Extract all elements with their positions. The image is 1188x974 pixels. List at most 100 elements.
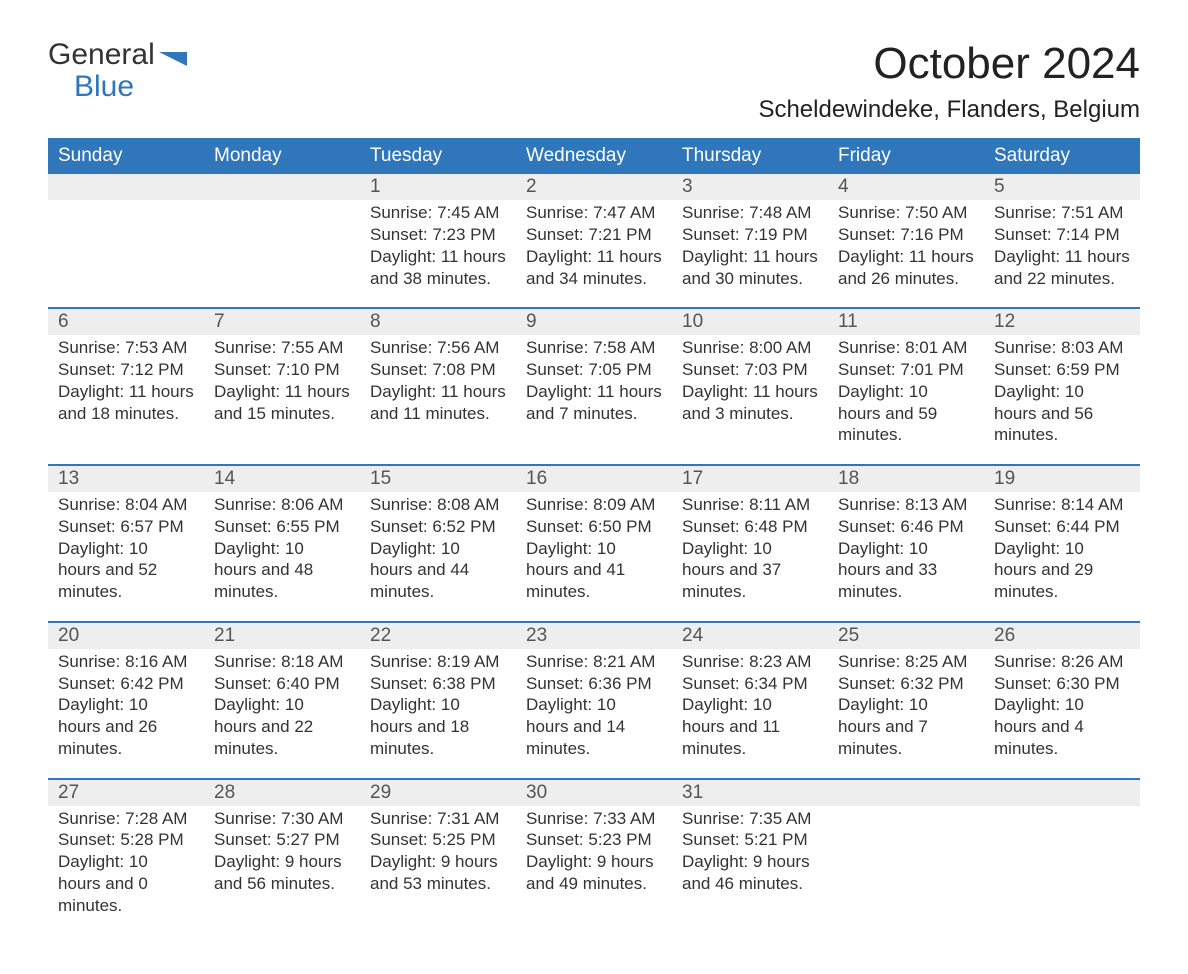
sunrise-line: Sunrise: 8:11 AM — [682, 494, 818, 516]
sunrise-line: Sunrise: 8:23 AM — [682, 651, 818, 673]
sunrise-line: Sunrise: 8:16 AM — [58, 651, 194, 673]
day-of-week-cell: Tuesday — [360, 138, 516, 174]
sunset-line: Sunset: 7:23 PM — [370, 224, 506, 246]
day-number — [204, 174, 360, 200]
day-cell: Sunrise: 8:00 AMSunset: 7:03 PMDaylight:… — [672, 335, 828, 464]
sunrise-line: Sunrise: 8:01 AM — [838, 337, 974, 359]
day-cell: Sunrise: 8:08 AMSunset: 6:52 PMDaylight:… — [360, 492, 516, 621]
sunrise-line: Sunrise: 7:28 AM — [58, 808, 194, 830]
day-number: 2 — [516, 174, 672, 200]
page-title: October 2024 — [758, 40, 1140, 88]
daylight-line: Daylight: 10 hours and 4 minutes. — [994, 694, 1130, 759]
daylight-line: Daylight: 9 hours and 53 minutes. — [370, 851, 506, 895]
daylight-line: Daylight: 11 hours and 22 minutes. — [994, 246, 1130, 290]
sunrise-line: Sunrise: 7:48 AM — [682, 202, 818, 224]
daylight-line: Daylight: 10 hours and 52 minutes. — [58, 538, 194, 603]
sunset-line: Sunset: 7:03 PM — [682, 359, 818, 381]
day-cell: Sunrise: 7:51 AMSunset: 7:14 PMDaylight:… — [984, 200, 1140, 307]
flag-icon — [159, 46, 187, 64]
daylight-line: Daylight: 10 hours and 26 minutes. — [58, 694, 194, 759]
daylight-line: Daylight: 11 hours and 11 minutes. — [370, 381, 506, 425]
day-cell: Sunrise: 7:58 AMSunset: 7:05 PMDaylight:… — [516, 335, 672, 464]
sunset-line: Sunset: 7:16 PM — [838, 224, 974, 246]
sunset-line: Sunset: 6:59 PM — [994, 359, 1130, 381]
day-number: 24 — [672, 623, 828, 649]
day-number: 27 — [48, 780, 204, 806]
sunset-line: Sunset: 6:38 PM — [370, 673, 506, 695]
sunrise-line: Sunrise: 7:58 AM — [526, 337, 662, 359]
day-number: 26 — [984, 623, 1140, 649]
day-body-row: Sunrise: 7:28 AMSunset: 5:28 PM Daylight:… — [48, 806, 1140, 935]
sunset-line: Sunset: 6:44 PM — [994, 516, 1130, 538]
sunrise-line: Sunrise: 8:00 AM — [682, 337, 818, 359]
day-body-row: Sunrise: 8:16 AMSunset: 6:42 PMDaylight:… — [48, 649, 1140, 778]
day-number-row: 6789101112 — [48, 307, 1140, 335]
sunrise-line: Sunrise: 8:03 AM — [994, 337, 1130, 359]
sunset-line: Sunset: 6:52 PM — [370, 516, 506, 538]
sunset-line: Sunset: 7:14 PM — [994, 224, 1130, 246]
sunrise-line: Sunrise: 8:13 AM — [838, 494, 974, 516]
sunrise-line: Sunrise: 8:21 AM — [526, 651, 662, 673]
sunset-line: Sunset: 5:25 PM — [370, 829, 506, 851]
sunrise-line: Sunrise: 7:31 AM — [370, 808, 506, 830]
day-cell: Sunrise: 8:14 AMSunset: 6:44 PMDaylight:… — [984, 492, 1140, 621]
sunset-line: Sunset: 7:12 PM — [58, 359, 194, 381]
sunrise-line: Sunrise: 7:50 AM — [838, 202, 974, 224]
daylight-line: Daylight: 10 hours and 41 minutes. — [526, 538, 662, 603]
daylight-line: Daylight: 10 hours and 48 minutes. — [214, 538, 350, 603]
daylight-line: Daylight: 11 hours and 7 minutes. — [526, 381, 662, 425]
brand-blue: Blue — [74, 72, 187, 102]
sunset-line: Sunset: 6:36 PM — [526, 673, 662, 695]
daylight-line: Daylight: 10 hours and 11 minutes. — [682, 694, 818, 759]
day-cell — [48, 200, 204, 307]
brand-logo: General Blue — [48, 40, 187, 102]
title-block: October 2024 Scheldewindeke, Flanders, B… — [758, 40, 1140, 124]
day-cell: Sunrise: 7:55 AMSunset: 7:10 PMDaylight:… — [204, 335, 360, 464]
sunset-line: Sunset: 5:23 PM — [526, 829, 662, 851]
day-number: 1 — [360, 174, 516, 200]
day-cell: Sunrise: 7:56 AMSunset: 7:08 PMDaylight:… — [360, 335, 516, 464]
day-cell: Sunrise: 8:21 AMSunset: 6:36 PMDaylight:… — [516, 649, 672, 778]
day-cell: Sunrise: 8:13 AMSunset: 6:46 PMDaylight:… — [828, 492, 984, 621]
daylight-line: Daylight: 11 hours and 38 minutes. — [370, 246, 506, 290]
daylight-line: Daylight: 10 hours and 37 minutes. — [682, 538, 818, 603]
sunset-line: Sunset: 5:28 PM — [58, 829, 194, 851]
brand-general: General — [48, 40, 155, 70]
day-of-week-cell: Sunday — [48, 138, 204, 174]
day-cell: Sunrise: 8:26 AMSunset: 6:30 PMDaylight:… — [984, 649, 1140, 778]
day-number: 30 — [516, 780, 672, 806]
day-number: 15 — [360, 466, 516, 492]
sunset-line: Sunset: 7:21 PM — [526, 224, 662, 246]
day-number: 17 — [672, 466, 828, 492]
day-number: 6 — [48, 309, 204, 335]
day-of-week-cell: Thursday — [672, 138, 828, 174]
day-number: 21 — [204, 623, 360, 649]
sunrise-line: Sunrise: 8:25 AM — [838, 651, 974, 673]
day-cell: Sunrise: 8:19 AMSunset: 6:38 PMDaylight:… — [360, 649, 516, 778]
day-number-row: 13141516171819 — [48, 464, 1140, 492]
day-cell — [828, 806, 984, 935]
sunrise-line: Sunrise: 8:18 AM — [214, 651, 350, 673]
daylight-line: Daylight: 10 hours and 22 minutes. — [214, 694, 350, 759]
day-number: 9 — [516, 309, 672, 335]
sunrise-line: Sunrise: 7:30 AM — [214, 808, 350, 830]
day-of-week-cell: Wednesday — [516, 138, 672, 174]
daylight-line: Daylight: 11 hours and 34 minutes. — [526, 246, 662, 290]
sunrise-line: Sunrise: 8:19 AM — [370, 651, 506, 673]
day-number: 14 — [204, 466, 360, 492]
sunrise-line: Sunrise: 7:51 AM — [994, 202, 1130, 224]
day-body-row: Sunrise: 8:04 AMSunset: 6:57 PMDaylight:… — [48, 492, 1140, 621]
day-number: 7 — [204, 309, 360, 335]
sunrise-line: Sunrise: 8:26 AM — [994, 651, 1130, 673]
daylight-line: Daylight: 11 hours and 30 minutes. — [682, 246, 818, 290]
sunrise-line: Sunrise: 7:35 AM — [682, 808, 818, 830]
sunset-line: Sunset: 6:57 PM — [58, 516, 194, 538]
daylight-line: Daylight: 10 hours and 14 minutes. — [526, 694, 662, 759]
day-cell: Sunrise: 7:53 AMSunset: 7:12 PMDaylight:… — [48, 335, 204, 464]
sunrise-line: Sunrise: 8:08 AM — [370, 494, 506, 516]
sunset-line: Sunset: 7:08 PM — [370, 359, 506, 381]
daylight-line: Daylight: 10 hours and 33 minutes. — [838, 538, 974, 603]
day-number-row: 20212223242526 — [48, 621, 1140, 649]
sunset-line: Sunset: 6:34 PM — [682, 673, 818, 695]
day-cell: Sunrise: 7:31 AMSunset: 5:25 PMDaylight:… — [360, 806, 516, 935]
